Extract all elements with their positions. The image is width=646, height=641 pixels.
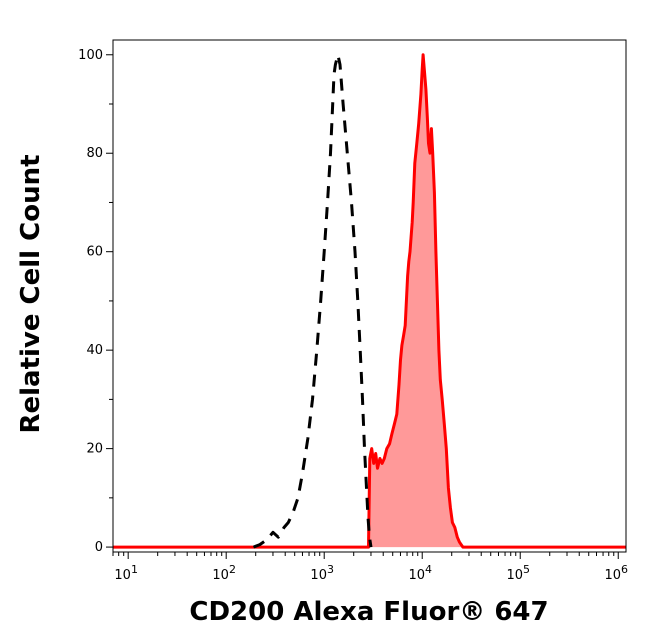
x-tick-label: 103 [310,563,334,583]
x-tick-label: 106 [604,563,628,583]
y-tick-label: 100 [78,48,103,63]
x-tick-label: 104 [408,563,432,583]
y-tick-label: 60 [86,245,103,260]
series-1-line [113,53,626,549]
series-layer [113,53,626,549]
y-tick-label: 0 [95,540,103,555]
y-tick-label: 80 [86,146,103,161]
x-axis-title: CD200 Alexa Fluor® 647 [189,597,548,627]
x-tick-label: 102 [212,563,236,583]
y-tick-label: 20 [86,442,103,457]
x-tick-label: 105 [506,563,530,583]
y-axis-title: Relative Cell Count [16,154,46,433]
series-0-line [252,53,373,549]
x-tick-label: 101 [114,563,138,583]
axes-layer: 0 20 40 60 80 100 101 102 103 104 105 106 [78,48,628,583]
y-tick-label: 40 [86,343,103,358]
plot-frame [112,39,627,553]
